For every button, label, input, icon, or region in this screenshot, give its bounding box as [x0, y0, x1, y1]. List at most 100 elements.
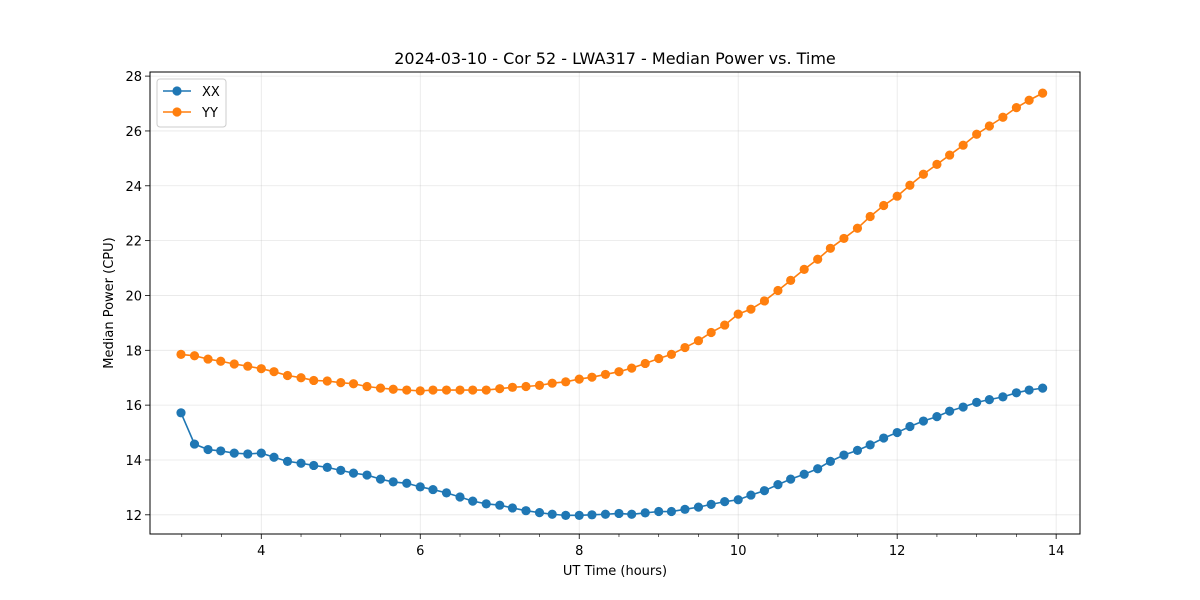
data-point-yy [428, 385, 438, 395]
data-point-yy [706, 327, 716, 338]
data-point-xx [773, 480, 783, 490]
data-point-xx [388, 477, 398, 487]
data-point-yy [348, 379, 359, 389]
data-point-xx [972, 397, 982, 407]
data-point-xx [547, 509, 557, 519]
data-point-xx [455, 492, 465, 502]
y-tick-label: 28 [125, 70, 142, 85]
legend-marker-xx [172, 86, 182, 96]
data-point-yy [296, 373, 306, 383]
grid [150, 72, 1080, 534]
data-point-xx [468, 496, 478, 506]
data-point-yy [720, 320, 730, 330]
data-point-xx [839, 450, 849, 460]
data-point-yy [336, 378, 346, 388]
x-tick-label: 10 [730, 544, 747, 559]
data-point-yy [375, 383, 386, 393]
data-point-xx [176, 408, 186, 418]
data-point-xx [402, 478, 412, 488]
data-point-yy [733, 309, 743, 319]
data-point-yy [600, 369, 611, 380]
data-point-xx [627, 509, 637, 519]
x-axis: 4 6 8 10 12 14 [181, 534, 1065, 559]
data-point-yy [561, 377, 571, 387]
data-point-xx [680, 504, 690, 514]
data-point-xx [203, 444, 213, 455]
data-point-yy [521, 381, 531, 392]
x-tick-label: 4 [257, 544, 265, 559]
data-point-xx [495, 500, 505, 510]
data-point-yy [1024, 95, 1034, 105]
data-point-xx [1011, 388, 1022, 398]
data-point-xx [561, 510, 571, 520]
data-point-xx [720, 497, 730, 507]
data-point-yy [905, 180, 915, 190]
data-point-yy [203, 354, 213, 364]
data-point-yy [282, 370, 293, 381]
data-point-xx [521, 506, 531, 516]
data-point-xx [415, 482, 425, 492]
data-point-yy [813, 254, 823, 264]
data-point-yy [441, 385, 452, 395]
y-tick-label: 14 [125, 454, 142, 469]
data-point-yy [945, 150, 955, 160]
x-tick-label: 14 [1048, 544, 1065, 559]
data-point-yy [256, 364, 266, 374]
y-axis: 12 14 16 18 20 22 24 26 28 [125, 70, 150, 524]
data-point-xx [640, 508, 650, 518]
data-point-yy [587, 372, 597, 382]
data-point-xx [998, 392, 1008, 402]
data-point-yy [322, 376, 332, 386]
data-point-xx [189, 439, 200, 449]
chart-title: 2024-03-10 - Cor 52 - LWA317 - Median Po… [394, 49, 836, 68]
data-point-xx [786, 474, 796, 484]
data-point-xx [932, 412, 942, 422]
data-point-xx [348, 468, 359, 478]
data-point-yy [627, 363, 637, 373]
data-point-yy [495, 384, 505, 394]
data-point-xx [1024, 385, 1034, 395]
data-point-yy [825, 243, 836, 253]
data-point-xx [229, 448, 239, 458]
data-point-xx [243, 449, 253, 459]
data-point-yy [786, 275, 796, 285]
data-point-yy [547, 378, 557, 388]
data-point-yy [865, 211, 875, 222]
data-point-yy [773, 285, 783, 296]
legend-item-yy: YY [163, 106, 218, 121]
data-point-yy [534, 380, 545, 390]
data-point-xx [600, 509, 611, 519]
data-point-xx [507, 503, 518, 513]
data-point-xx [905, 421, 915, 432]
data-point-xx [375, 474, 386, 484]
plot-frame [149, 71, 1081, 535]
data-point-xx [309, 460, 319, 471]
data-point-xx [865, 440, 875, 450]
data-point-xx [362, 470, 372, 480]
data-point-xx [481, 499, 491, 509]
data-point-yy [455, 385, 465, 395]
x-tick-label: 12 [889, 544, 906, 559]
data-point-yy [309, 375, 319, 386]
y-tick-label: 12 [125, 509, 142, 524]
data-point-yy [746, 304, 756, 314]
x-tick-label: 6 [416, 544, 424, 559]
y-tick-label: 26 [125, 125, 142, 140]
data-point-xx [614, 508, 624, 519]
data-point-xx [759, 486, 770, 496]
data-point-yy [680, 342, 690, 353]
data-point-yy [614, 367, 624, 377]
data-point-yy [1011, 103, 1022, 113]
data-point-xx [733, 495, 743, 505]
data-point-yy [415, 386, 425, 396]
data-point-xx [958, 402, 968, 412]
y-tick-label: 24 [125, 180, 142, 195]
y-axis-label: Median Power (CPU) [102, 237, 117, 368]
data-point-yy [388, 384, 398, 394]
data-point-yy [640, 358, 650, 369]
data-point-xx [666, 506, 677, 517]
data-point-xx [534, 508, 545, 518]
legend-label-xx: XX [202, 85, 220, 100]
data-point-yy [574, 374, 584, 384]
